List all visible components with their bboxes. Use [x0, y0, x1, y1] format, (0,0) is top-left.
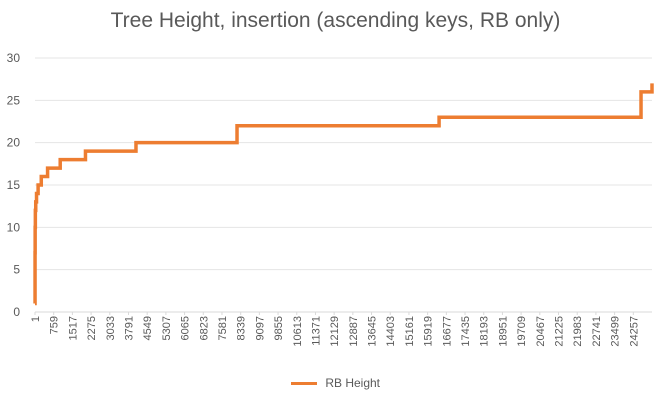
- x-tick-label: 18193: [479, 316, 491, 347]
- x-tick-label: 3033: [105, 316, 117, 340]
- x-tick-label: 20467: [535, 316, 547, 347]
- x-tick-label: 12887: [348, 316, 360, 347]
- legend: RB Height: [0, 376, 671, 390]
- legend-label: RB Height: [325, 376, 381, 390]
- x-tick-label: 1517: [67, 316, 79, 340]
- x-tick-label: 7581: [217, 316, 229, 340]
- x-tick-label: 759: [49, 316, 61, 334]
- y-tick-label: 5: [13, 263, 20, 277]
- legend-swatch: [290, 382, 317, 386]
- x-tick-label: 14403: [385, 316, 397, 347]
- x-tick-label: 21225: [554, 316, 566, 347]
- x-tick-label: 10613: [292, 316, 304, 347]
- y-tick-label: 15: [7, 178, 21, 192]
- x-tick-label: 9855: [273, 316, 285, 340]
- x-tick-label: 1: [30, 316, 42, 322]
- y-tick-label: 30: [7, 51, 21, 65]
- y-tick-label: 25: [7, 93, 21, 107]
- x-tick-label: 5307: [161, 316, 173, 340]
- x-tick-label: 23499: [610, 316, 622, 347]
- x-tick-label: 2275: [86, 316, 98, 340]
- x-tick-label: 11371: [310, 316, 322, 346]
- x-tick-label: 4549: [142, 316, 154, 340]
- x-tick-label: 15919: [423, 316, 435, 347]
- chart-title: Tree Height, insertion (ascending keys, …: [110, 9, 561, 32]
- x-tick-label: 17435: [460, 316, 472, 347]
- x-tick-label: 16677: [441, 316, 453, 347]
- x-tick-label: 13645: [367, 316, 379, 347]
- x-tick-label: 15161: [404, 316, 416, 347]
- x-tick-label: 6823: [198, 316, 210, 340]
- y-tick-label: 10: [7, 220, 21, 234]
- x-tick-label: 9097: [254, 316, 266, 340]
- x-tick-label: 19709: [516, 316, 528, 347]
- y-tick-label: 0: [13, 305, 20, 319]
- x-tick-label: 12129: [329, 316, 341, 347]
- x-tick-label: 6065: [180, 316, 192, 340]
- x-tick-label: 24257: [628, 316, 640, 347]
- x-tick-label: 18951: [497, 316, 509, 347]
- x-tick-label: 3791: [123, 316, 135, 340]
- series-line-rb-height: [33, 83, 654, 306]
- x-tick-label: 22741: [591, 316, 603, 347]
- x-tick-label: 21983: [572, 316, 584, 347]
- y-tick-label: 20: [7, 136, 21, 150]
- x-tick-label: 8339: [236, 316, 248, 340]
